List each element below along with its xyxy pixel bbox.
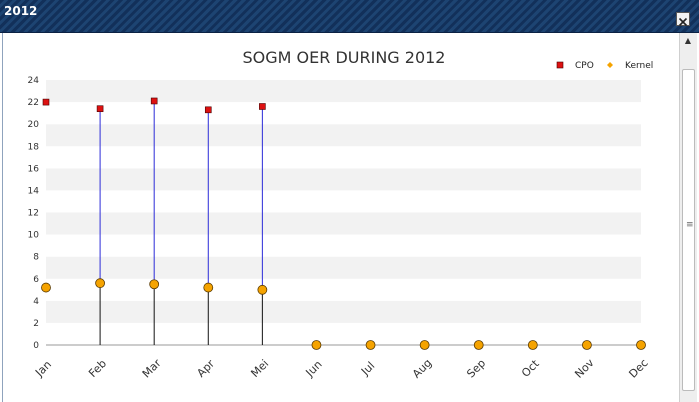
grid-band [46,234,641,257]
cpo-point [42,98,50,106]
kernel-point [419,340,430,350]
kernel-point [149,279,160,290]
plot-bands [46,80,641,346]
grip-icon: ≡ [686,220,694,230]
y-tick-label: 24 [28,76,40,86]
grid-band [46,124,641,147]
window-title: 2012 [4,4,38,18]
y-tick-label: 22 [28,98,39,108]
x-tick-label: Mei [248,357,271,380]
legend-kernel-label: Kernel [625,61,653,71]
legend-kernel-marker [607,62,613,68]
x-tick-label: Apr [194,357,217,380]
kernel-point [527,340,538,350]
y-tick-label: 8 [33,253,39,263]
kernel-point [582,340,592,350]
x-tick-label: Feb [86,357,109,380]
grid-band [46,102,641,125]
kernel-point [203,282,214,293]
scrollbar-thumb[interactable]: ≡ [682,69,695,391]
grid-band [46,146,641,169]
chart-title: SOGM OER DURING 2012 [243,48,446,67]
kernel-point [257,284,268,295]
x-tick-label: Nov [572,356,597,381]
grid-band [46,190,641,213]
grid-band [46,256,641,279]
x-tick-label: Mar [140,356,164,380]
y-tick-label: 4 [33,297,39,307]
grid-band [46,212,641,235]
cpo-point [204,106,212,114]
scroll-up-arrow-icon[interactable]: ▲ [684,36,692,45]
kernel-point [95,278,105,289]
x-tick-label: Dec [626,356,650,380]
y-tick-label: 12 [28,209,39,219]
y-tick-label: 0 [33,341,39,351]
close-glyph [678,17,688,27]
kernel-point [636,340,646,350]
x-tick-label: Jul [358,359,377,378]
y-tick-label: 18 [28,142,40,152]
window-titlebar: 2012 [0,0,699,33]
y-tick-label: 20 [28,120,40,130]
kernel-point [473,340,484,350]
grid-band [46,168,641,191]
y-tick-label: 16 [28,164,40,174]
x-tick-label: Sep [464,357,488,381]
x-tick-label: Oct [519,357,542,380]
kernel-point [365,340,376,350]
chart-legend: CPO Kernel [556,61,653,71]
close-icon[interactable] [676,12,690,27]
x-tick-label: Jan [32,358,54,380]
x-tick-label: Aug [410,356,434,380]
kernel-point [311,340,322,350]
grid-band [46,300,641,323]
x-tick-label: Jun [303,358,325,380]
y-tick-label: 6 [33,275,39,285]
x-axis: Jan Feb Mar Apr Mei Jun Jul Aug Sep Oct Nov Dec [32,356,650,381]
cpo-point [259,103,266,110]
y-tick-label: 10 [28,231,40,241]
legend-cpo-marker [556,61,564,69]
vertical-scrollbar[interactable]: ▲ ≡ [679,33,697,402]
cpo-point [150,97,158,105]
grid-band [46,322,641,345]
grid-band [46,80,641,103]
grid-band [46,278,641,301]
y-tick-label: 2 [33,319,39,329]
kernel-point [41,282,51,293]
y-tick-label: 14 [28,186,40,196]
cpo-point [96,105,104,113]
series-points [41,97,646,350]
series-connectors [99,100,263,345]
legend-cpo-label: CPO [575,61,594,71]
